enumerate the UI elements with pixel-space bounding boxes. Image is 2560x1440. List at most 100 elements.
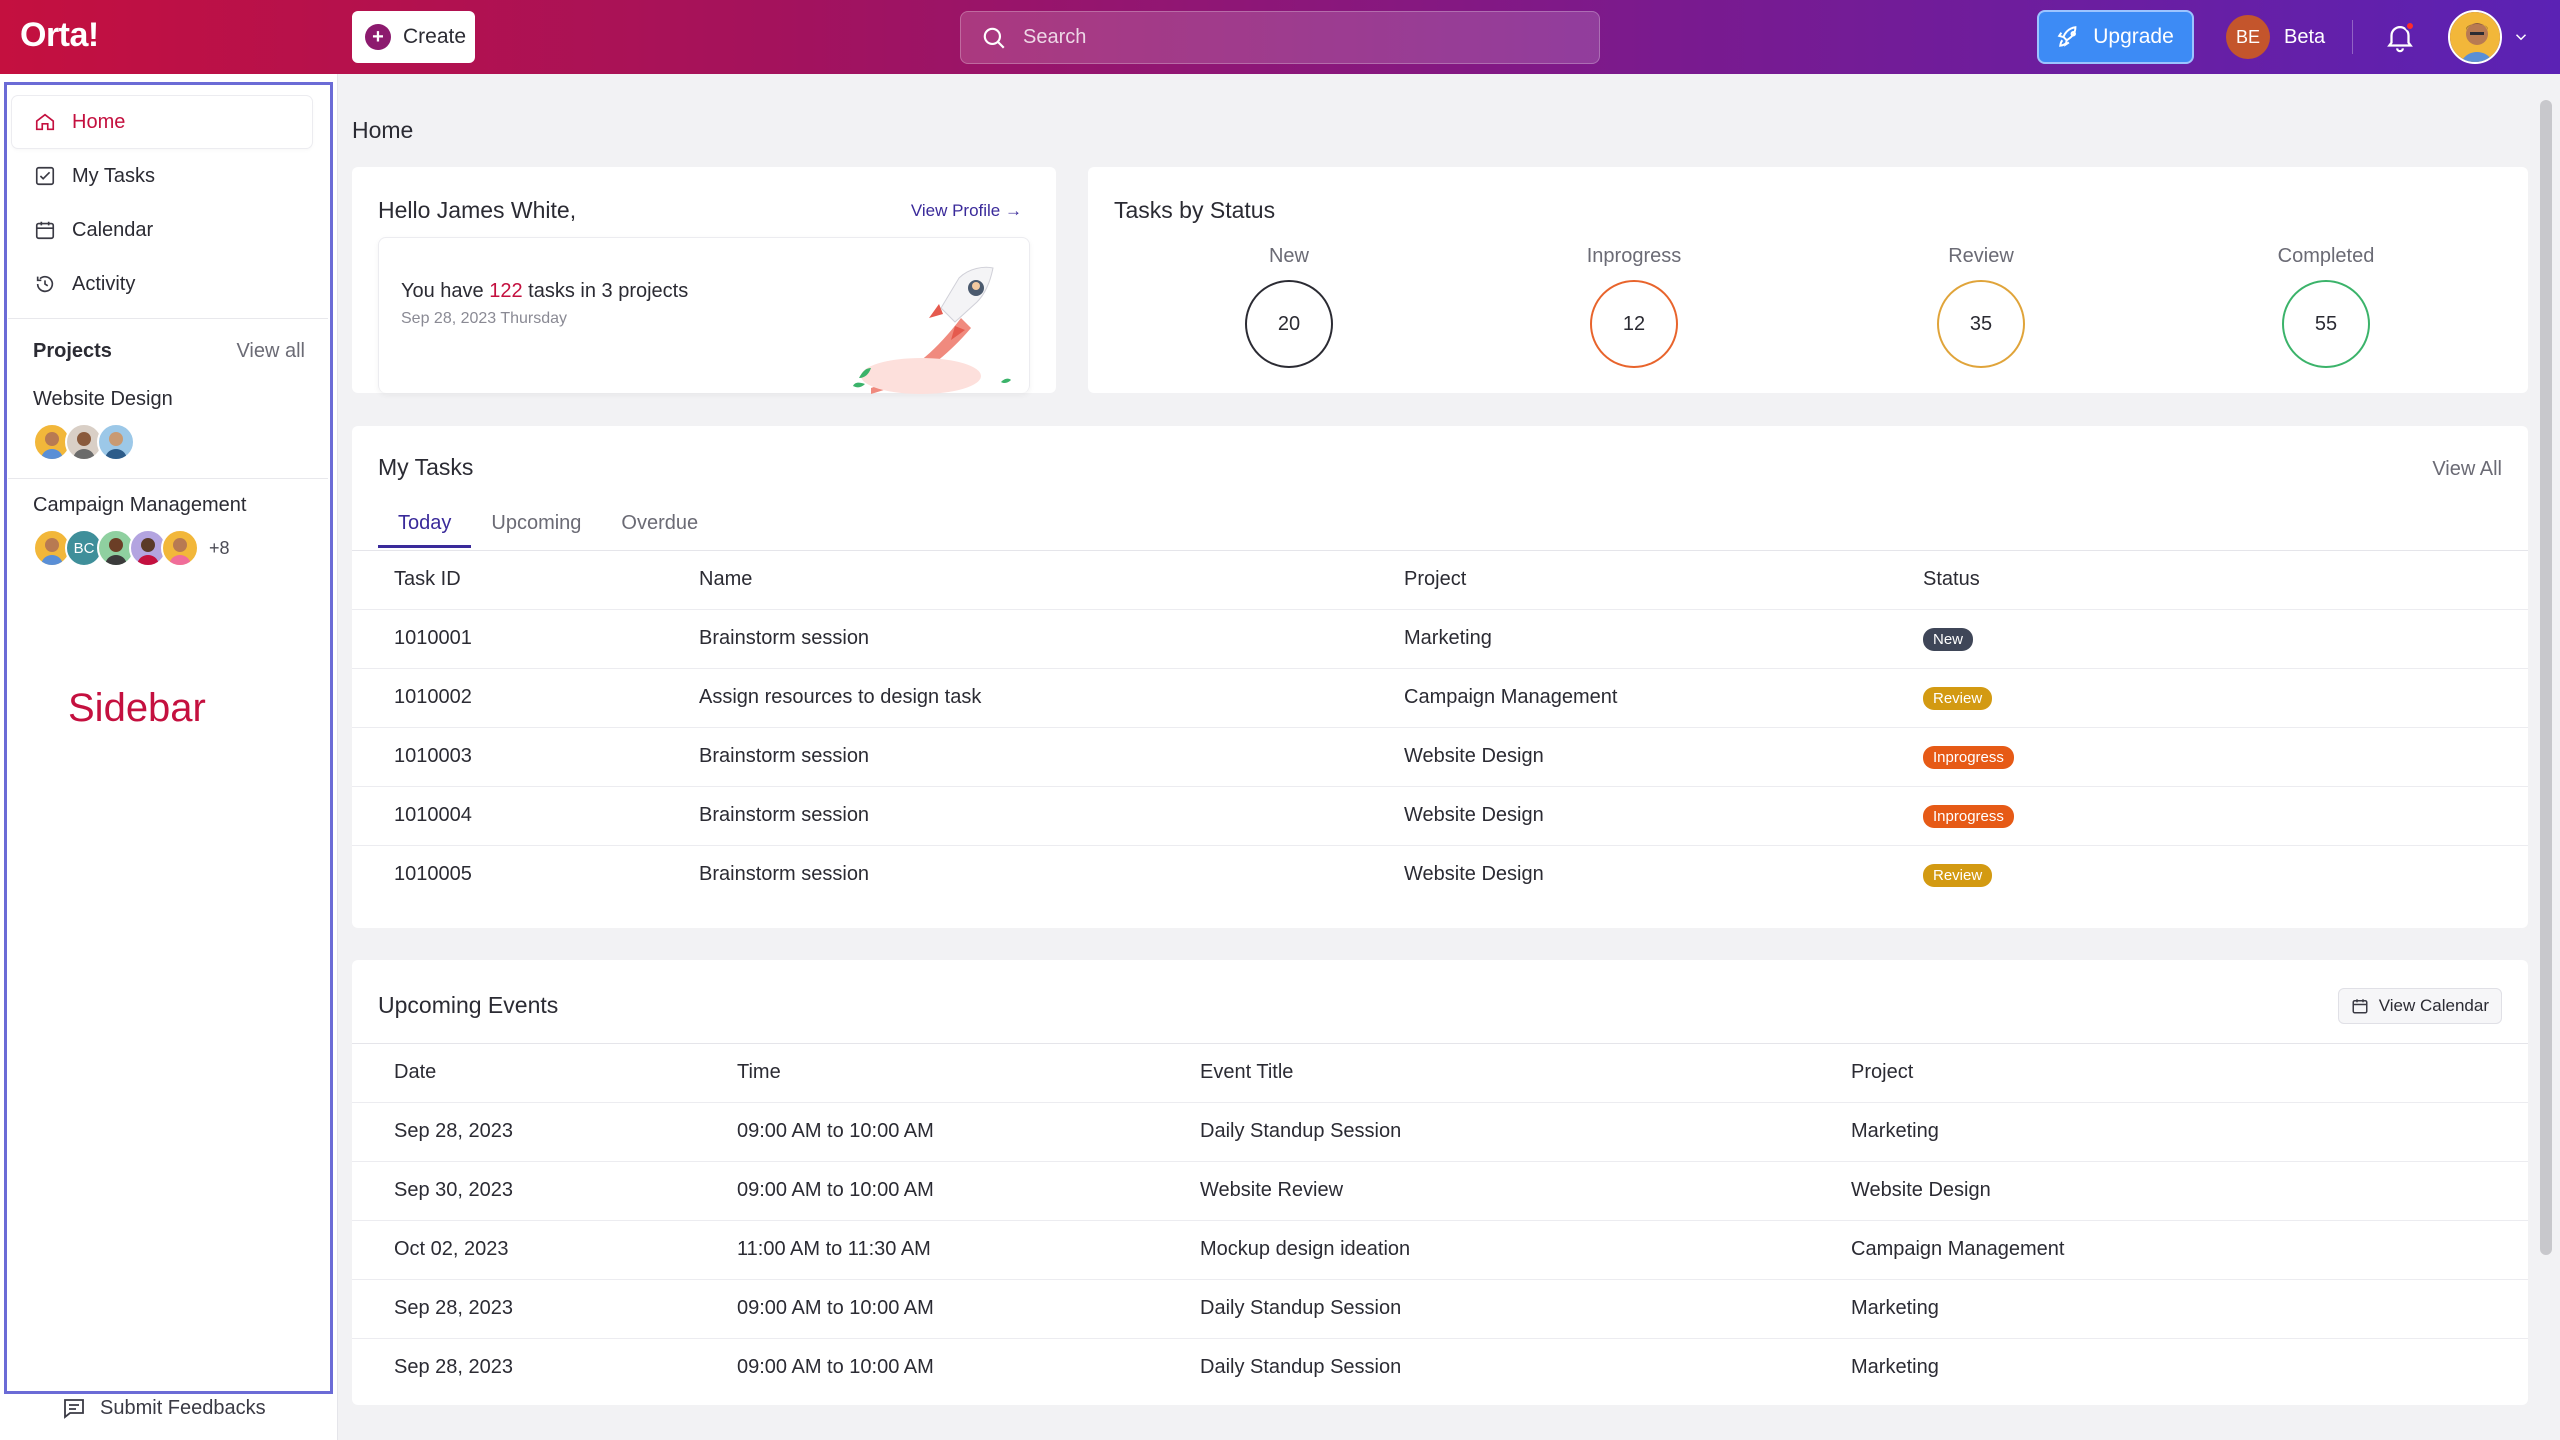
- tab-today[interactable]: Today: [378, 512, 472, 548]
- task-id: 1010001: [352, 608, 699, 668]
- status-count: 12: [1590, 280, 1678, 368]
- sidebar-item-calendar[interactable]: Calendar: [12, 204, 312, 256]
- table-row[interactable]: Sep 28, 2023 09:00 AM to 10:00 AM Daily …: [352, 1278, 2528, 1338]
- summary-post: tasks in 3 projects: [522, 280, 689, 302]
- event-project: Website Design: [1851, 1160, 2528, 1220]
- vertical-scrollbar[interactable]: [2538, 100, 2554, 1410]
- greeting-title: Hello James White,: [378, 197, 577, 223]
- table-row[interactable]: 1010003 Brainstorm session Website Desig…: [352, 726, 2528, 786]
- summary-date: Sep 28, 2023 Thursday: [401, 310, 568, 327]
- task-project: Campaign Management: [1404, 667, 1923, 727]
- column-header[interactable]: Project: [1851, 1061, 1914, 1084]
- tab-overdue[interactable]: Overdue: [621, 512, 699, 534]
- status-count: 55: [2282, 280, 2370, 368]
- status-count: 35: [1937, 280, 2025, 368]
- create-button[interactable]: + Create: [352, 11, 475, 63]
- sidebar-divider: [8, 318, 328, 319]
- scrollbar-thumb[interactable]: [2540, 100, 2552, 1255]
- projects-header: Projects View all: [33, 340, 305, 363]
- sidebar-nav: Home My Tasks Calendar Activity: [12, 96, 312, 312]
- status-inprogress[interactable]: Inprogress 12: [1554, 245, 1714, 368]
- search-icon: [983, 27, 1005, 49]
- status-label: Review: [1948, 245, 2014, 267]
- task-project: Website Design: [1404, 844, 1923, 904]
- sidebar-item-activity[interactable]: Activity: [12, 258, 312, 310]
- event-title: Website Review: [1200, 1160, 1851, 1220]
- table-row[interactable]: Sep 28, 2023 09:00 AM to 10:00 AM Daily …: [352, 1337, 2528, 1397]
- event-time: 11:00 AM to 11:30 AM: [737, 1219, 1200, 1279]
- page-title: Home: [352, 117, 414, 143]
- my-tasks-title: My Tasks: [378, 454, 474, 480]
- workspace-avatar: BE: [2226, 15, 2270, 59]
- column-header[interactable]: Date: [394, 1061, 437, 1084]
- projects-view-all-link[interactable]: View all: [236, 340, 305, 362]
- event-time: 09:00 AM to 10:00 AM: [737, 1160, 1200, 1220]
- status-badge: Inprogress: [1923, 804, 2014, 828]
- avatar: [33, 529, 71, 567]
- table-header-row: Date Time Event Title Project: [352, 1044, 2528, 1102]
- notifications-button[interactable]: [2383, 20, 2417, 54]
- search-input[interactable]: [1023, 26, 1543, 49]
- task-count: 122: [489, 280, 523, 302]
- feedback-label: Submit Feedbacks: [100, 1396, 266, 1419]
- app-logo[interactable]: Orta!: [20, 16, 99, 54]
- status-review[interactable]: Review 35: [1901, 245, 2061, 368]
- sidebar-item-home[interactable]: Home: [12, 96, 312, 148]
- tasks-view-all-link[interactable]: View All: [2432, 458, 2502, 480]
- upgrade-button[interactable]: Upgrade: [2037, 10, 2194, 64]
- status-new[interactable]: New 20: [1209, 245, 1369, 368]
- status-badge: Inprogress: [1923, 745, 2014, 769]
- column-header[interactable]: Event Title: [1200, 1061, 1294, 1084]
- divider: [2352, 20, 2353, 54]
- project-campaign-management[interactable]: Campaign Management BC +8: [33, 494, 246, 567]
- search-bar[interactable]: [960, 11, 1600, 64]
- tabs-divider: [352, 550, 2528, 551]
- history-icon: [36, 275, 54, 293]
- sidebar-item-label: Activity: [72, 272, 136, 295]
- user-menu[interactable]: [2448, 10, 2530, 64]
- more-members-count: +8: [209, 537, 230, 558]
- sidebar-item-label: My Tasks: [72, 164, 155, 187]
- submit-feedback-button[interactable]: Submit Feedbacks: [62, 1396, 266, 1420]
- task-project: Website Design: [1404, 785, 1923, 845]
- status-label: Inprogress: [1586, 245, 1682, 267]
- workspace-switcher[interactable]: BE Beta: [2226, 15, 2325, 59]
- status-label: New: [1268, 245, 1309, 267]
- event-title: Daily Standup Session: [1200, 1101, 1851, 1161]
- events-table: Date Time Event Title Project Sep 28, 20…: [352, 1044, 2528, 1397]
- table-row[interactable]: 1010005 Brainstorm session Website Desig…: [352, 844, 2528, 904]
- column-header[interactable]: Task ID: [394, 568, 461, 591]
- rocket-illustration: [853, 266, 1011, 394]
- table-row[interactable]: Sep 28, 2023 09:00 AM to 10:00 AM Daily …: [352, 1101, 2528, 1161]
- event-date: Sep 30, 2023: [352, 1160, 737, 1220]
- bell-icon: [2387, 26, 2413, 53]
- task-summary-text: You have 122 tasks in 3 projects: [401, 280, 688, 303]
- event-project: Marketing: [1851, 1101, 2528, 1161]
- sidebar: [0, 74, 338, 1440]
- column-header[interactable]: Status: [1923, 568, 1980, 591]
- table-row[interactable]: 1010001 Brainstorm session Marketing New: [352, 608, 2528, 668]
- table-row[interactable]: Sep 30, 2023 09:00 AM to 10:00 AM Websit…: [352, 1160, 2528, 1220]
- event-project: Marketing: [1851, 1337, 2528, 1397]
- status-completed[interactable]: Completed 55: [2246, 245, 2406, 368]
- task-name: Brainstorm session: [699, 785, 1404, 845]
- projects-title: Projects: [33, 340, 112, 362]
- table-row[interactable]: 1010004 Brainstorm session Website Desig…: [352, 785, 2528, 845]
- table-header-row: Task ID Name Project Status: [352, 551, 2528, 609]
- table-row[interactable]: Oct 02, 2023 11:00 AM to 11:30 AM Mockup…: [352, 1219, 2528, 1279]
- view-calendar-button[interactable]: View Calendar: [2337, 988, 2502, 1024]
- project-website-design[interactable]: Website Design: [33, 388, 173, 461]
- event-date: Sep 28, 2023: [352, 1278, 737, 1338]
- sidebar-item-my-tasks[interactable]: My Tasks: [12, 150, 312, 202]
- column-header[interactable]: Time: [737, 1061, 781, 1084]
- event-title: Mockup design ideation: [1200, 1219, 1851, 1279]
- view-profile-label: View Profile: [910, 201, 1001, 220]
- column-header[interactable]: Project: [1404, 568, 1467, 591]
- status-title: Tasks by Status: [1114, 197, 1276, 223]
- column-header[interactable]: Name: [699, 568, 753, 591]
- calendar-icon: [2352, 999, 2368, 1014]
- table-row[interactable]: 1010002 Assign resources to design task …: [352, 667, 2528, 727]
- tab-upcoming[interactable]: Upcoming: [491, 512, 582, 534]
- view-profile-link[interactable]: View Profile →: [911, 201, 1022, 221]
- checkbox-icon: [35, 166, 55, 186]
